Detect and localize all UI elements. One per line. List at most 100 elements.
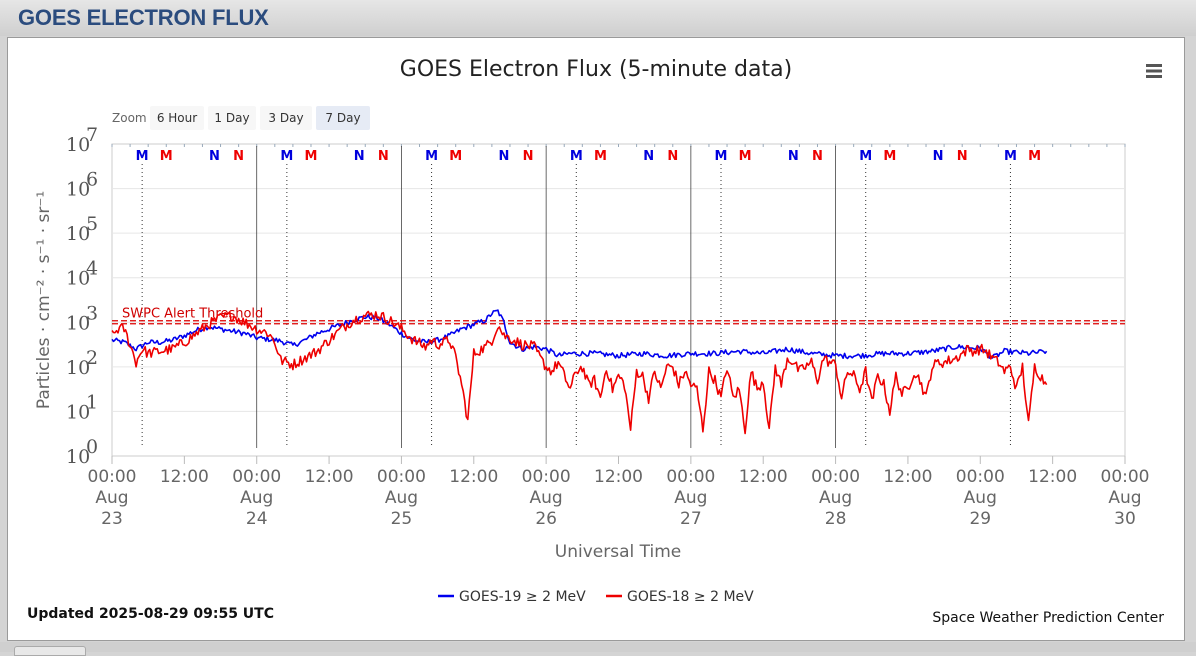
plot-border [111,143,1126,457]
y-tick-label: 103 [66,302,98,334]
y-tick-exponent: 4 [86,258,98,280]
x-tick-time: 12:00 [449,467,498,487]
marker-n: N [933,149,944,164]
hamburger-menu-icon[interactable] [1146,64,1162,78]
zoom-button-1-day[interactable]: 1 Day [208,106,256,130]
zoom-label: Zoom [112,111,147,125]
zoom-button-label: 6 Hour [157,111,197,125]
x-tick-month: Aug [819,488,852,508]
x-tick-time: 12:00 [160,467,209,487]
legend-item-goes-18[interactable]: GOES-18 ≥ 2 MeV [606,589,754,605]
x-tick-day: 27 [680,509,702,529]
marker-m: M [739,149,752,164]
marker-n: N [209,149,220,164]
x-tick-time: 12:00 [305,467,354,487]
zoom-button-6-hour[interactable]: 6 Hour [150,106,204,130]
x-tick-label: 12:00 [305,467,354,487]
marker-n: N [498,149,509,164]
y-tick-base: 10 [66,268,90,290]
y-tick-base: 10 [66,223,90,245]
marker-n: N [378,149,389,164]
chart-panel [7,37,1185,641]
y-tick-base: 10 [66,357,90,379]
y-tick-label: 106 [66,169,98,201]
y-tick-exponent: 2 [86,347,98,369]
x-tick-time: 00:00 [88,467,137,487]
series-lines [111,309,1048,435]
marker-n: N [957,149,968,164]
marker-m: M [1028,149,1041,164]
y-tick-exponent: 7 [86,124,98,146]
marker-m: M [305,149,318,164]
y-axis-title: Particles · cm⁻² · s⁻¹ · sr⁻¹ [34,191,54,409]
zoom-button-label: 3 Day [268,111,303,125]
x-tick-label: 12:00 [883,467,932,487]
legend-item-goes-19[interactable]: GOES-19 ≥ 2 MeV [438,589,586,605]
y-tick-label: 107 [66,124,98,156]
y-tick-exponent: 3 [86,302,98,324]
x-tick-month: Aug [1108,488,1141,508]
x-tick-month: Aug [95,488,128,508]
marker-n: N [233,149,244,164]
chart-title: GOES Electron Flux (5-minute data) [400,57,792,82]
zoom-button-label: 7 Day [325,111,360,125]
x-tick-label: 12:00 [594,467,643,487]
x-tick-label: 12:00 [1028,467,1077,487]
x-tick-day: 23 [101,509,123,529]
alert-threshold: SWPC Alert Threshold [112,306,1125,325]
legend-label: GOES-18 ≥ 2 MeV [627,589,754,605]
marker-n: N [812,149,823,164]
y-tick-exponent: 6 [86,169,98,191]
y-tick-exponent: 5 [86,213,98,235]
x-tick-month: Aug [964,488,997,508]
x-tick-label: 12:00 [739,467,788,487]
y-tick-label: 100 [66,436,98,468]
x-tick-time: 00:00 [1101,467,1150,487]
updated-timestamp: Updated 2025-08-29 09:55 UTC [27,606,274,622]
y-tick-label: 105 [66,213,98,245]
x-tick-time: 12:00 [594,467,643,487]
x-tick-day: 29 [969,509,991,529]
marker-n: N [643,149,654,164]
zoom-button-3-day[interactable]: 3 Day [260,106,312,130]
marker-m: M [859,149,872,164]
y-tick-label: 102 [66,347,98,379]
x-tick-time: 00:00 [956,467,1005,487]
marker-m: M [449,149,462,164]
x-tick-time: 00:00 [377,467,426,487]
marker-n: N [788,149,799,164]
marker-m: M [594,149,607,164]
x-tick-month: Aug [674,488,707,508]
marker-m: M [1004,149,1017,164]
marker-n: N [523,149,534,164]
zoom-button-7-day[interactable]: 7 Day [316,106,370,130]
x-tick-time: 12:00 [1028,467,1077,487]
marker-m: M [160,149,173,164]
marker-m: M [425,149,438,164]
y-tick-exponent: 0 [86,436,98,458]
x-tick-label: 12:00 [449,467,498,487]
x-tick-time: 12:00 [883,467,932,487]
bottom-tab-strip [0,642,1196,652]
legend: GOES-19 ≥ 2 MeV GOES-18 ≥ 2 MeV [438,589,754,605]
marker-m: M [715,149,728,164]
series-line-goes-18 [111,310,1048,435]
marker-n: N [667,149,678,164]
page-header: GOES ELECTRON FLUX [0,0,1196,36]
x-tick-time: 00:00 [666,467,715,487]
x-tick-month: Aug [530,488,563,508]
y-tick-base: 10 [66,179,90,201]
marker-m: M [136,149,149,164]
x-tick-day: 26 [535,509,557,529]
vertical-lines [141,146,1011,448]
x-tick-day: 25 [391,509,413,529]
